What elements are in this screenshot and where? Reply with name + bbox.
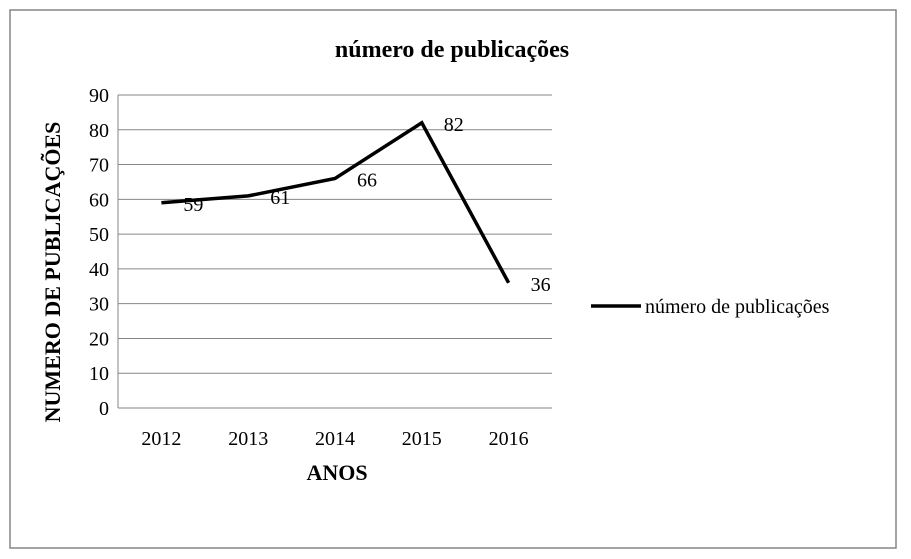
x-tick-label: 2015 xyxy=(402,428,442,450)
y-axis-tick-labels: 0 10 20 30 40 50 60 70 80 90 xyxy=(89,85,109,420)
series-line-numero-de-publicacoes xyxy=(161,120,511,284)
y-tick-label: 60 xyxy=(89,189,109,211)
x-tick-label: 2012 xyxy=(141,428,181,450)
y-tick-label: 30 xyxy=(89,294,109,316)
data-label: 36 xyxy=(531,274,551,296)
legend: número de publicações xyxy=(591,296,830,318)
legend-label: número de publicações xyxy=(645,296,830,318)
data-label: 66 xyxy=(357,169,377,191)
chart-border xyxy=(9,9,897,549)
data-label: 61 xyxy=(270,187,290,209)
y-tick-label: 90 xyxy=(89,85,109,107)
x-tick-label: 2014 xyxy=(315,428,355,450)
y-tick-label: 50 xyxy=(89,224,109,246)
y-tick-label: 20 xyxy=(89,328,109,350)
y-tick-label: 70 xyxy=(89,155,109,177)
x-axis-title: ANOS xyxy=(306,460,367,485)
y-axis-title: NUMERO DE PUBLICAÇÕES xyxy=(40,122,65,423)
data-label: 59 xyxy=(183,194,203,216)
x-axis-tick-labels: 2012 2013 2014 2015 2016 xyxy=(141,428,528,450)
data-labels: 59 61 66 82 36 xyxy=(183,114,550,296)
y-tick-label: 80 xyxy=(89,120,109,142)
chart-title: número de publicações xyxy=(335,37,569,63)
y-tick-label: 0 xyxy=(99,398,109,420)
x-tick-label: 2013 xyxy=(228,428,268,450)
data-label: 82 xyxy=(444,114,464,136)
y-tick-label: 10 xyxy=(89,363,109,385)
x-tick-label: 2016 xyxy=(489,428,529,450)
y-tick-label: 40 xyxy=(89,259,109,281)
